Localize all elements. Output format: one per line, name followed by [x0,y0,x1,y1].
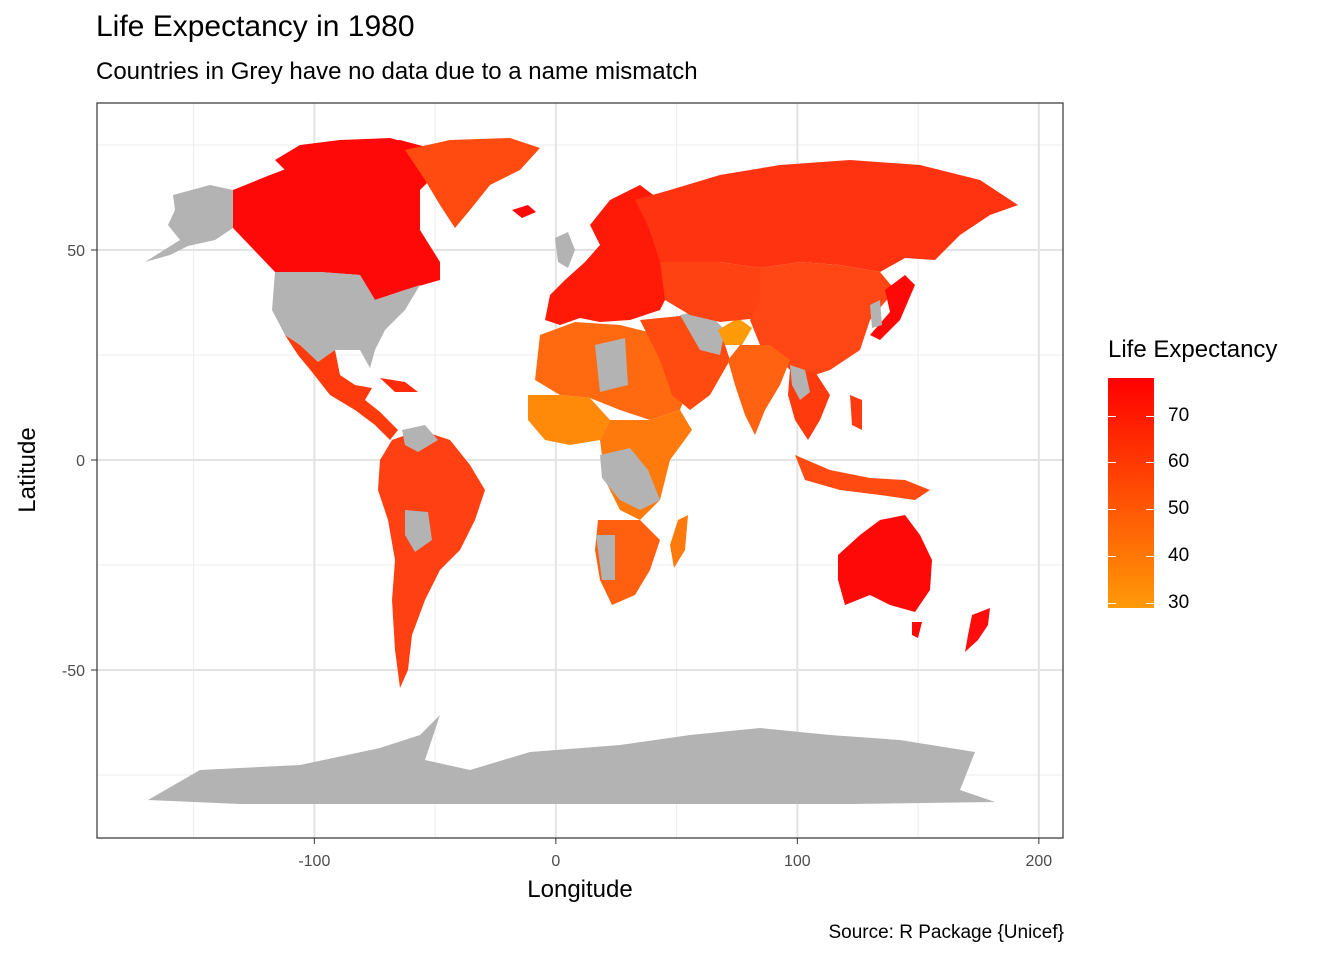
region-canada [233,140,440,300]
region-libya [595,338,628,392]
legend-colorbar [1108,378,1154,608]
legend-tick-label: 40 [1168,545,1190,567]
x-tick-label: 0 [551,853,560,870]
region-central-asia [660,262,780,322]
region-venezuela [402,425,438,452]
chart-caption: Source: R Package {Unicef} [828,922,1064,943]
region-indonesia [795,455,930,500]
y-axis: -50 0 50 [62,243,97,680]
chart-subtitle: Countries in Grey have no data due to a … [96,58,698,85]
region-canada-islands [275,138,415,175]
region-myanmar [790,365,810,400]
legend-tick-mark [1146,556,1154,558]
region-iran [680,310,725,355]
region-usa [272,272,420,368]
y-tick-label: 50 [67,243,85,260]
region-congo [600,448,660,510]
country-shapes [145,138,1018,804]
x-tick-label: 100 [784,853,811,870]
region-antarctica [148,715,995,804]
region-greenland [405,138,540,228]
region-afghanistan [718,318,752,345]
legend-tick-mark [1108,509,1116,511]
x-tick-label: 200 [1025,853,1052,870]
region-south-america [378,430,485,688]
region-korea [870,300,882,328]
region-uk [555,232,575,268]
region-iceland [512,205,536,218]
region-tasmania [912,622,922,638]
region-namibia [596,535,615,580]
region-caribbean [380,378,418,392]
region-west-africa [528,395,610,445]
region-mexico [285,335,398,440]
legend-tick-label: 60 [1168,451,1190,473]
legend-tick-mark [1146,462,1154,464]
legend-tick-label: 70 [1168,404,1190,426]
region-bolivia [405,510,432,552]
legend-tick-mark [1146,415,1154,417]
region-new-zealand [965,608,990,652]
legend-title: Life Expectancy [1108,336,1278,363]
legend-tick-mark [1108,603,1116,605]
y-tick-label: 0 [76,453,85,470]
legend-tick-label: 50 [1168,498,1190,520]
legend-tick-mark [1146,509,1154,511]
y-tick-label: -50 [62,663,85,680]
legend-tick-label: 30 [1168,592,1190,614]
region-europe [545,185,670,325]
region-india [728,345,790,435]
region-china [750,262,895,380]
legend-tick-mark [1108,415,1116,417]
legend-tick-mark [1108,556,1116,558]
region-madagascar [670,515,688,568]
legend-tick-mark [1108,462,1116,464]
plot-panel-border [96,102,1064,839]
region-alaska [145,185,233,262]
y-axis-label: Latitude [14,427,41,513]
x-tick-label: -100 [298,853,330,870]
region-australia [838,515,932,612]
x-axis: -100 0 100 200 [298,838,1052,870]
region-philippines [850,395,862,430]
region-russia [635,160,1018,272]
chart-title: Life Expectancy in 1980 [96,10,415,43]
legend-tick-mark [1146,603,1154,605]
